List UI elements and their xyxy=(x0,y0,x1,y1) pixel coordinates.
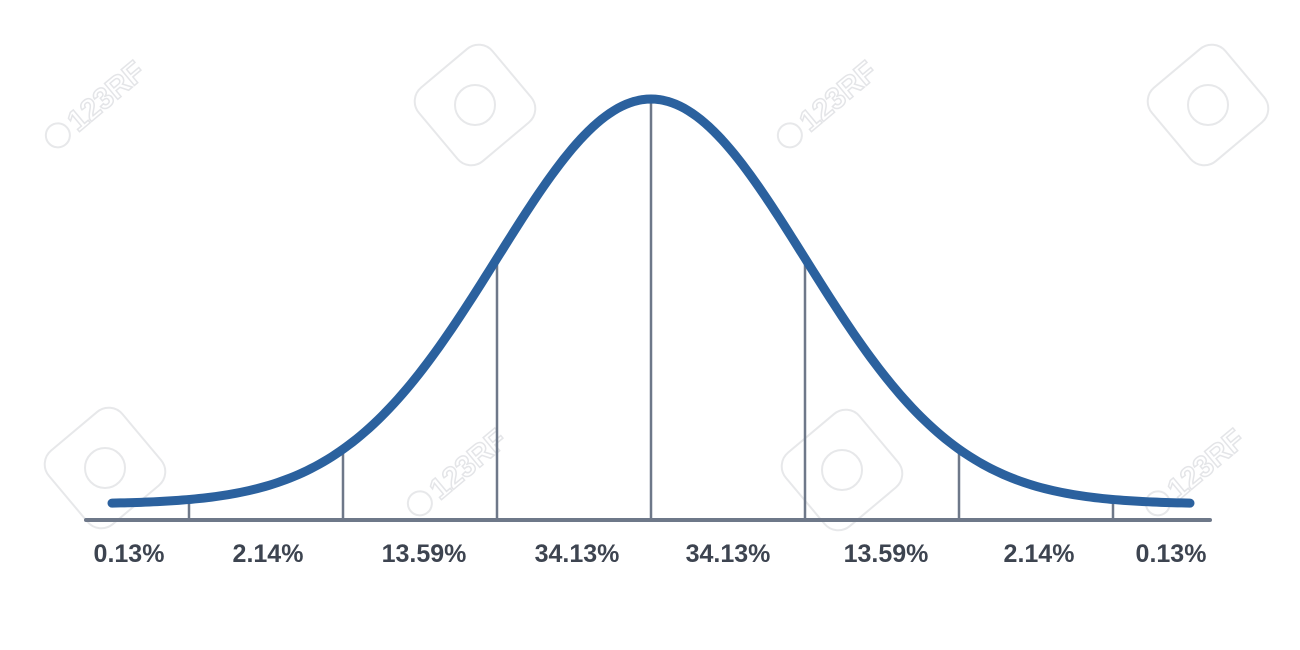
watermark-stamp xyxy=(780,408,904,532)
segment-percentage-label: 13.59% xyxy=(844,540,929,568)
watermark-stamp xyxy=(413,43,537,167)
normal-curve xyxy=(107,94,1195,508)
segment-percentage-label: 34.13% xyxy=(535,540,620,568)
watermark-stamp xyxy=(1146,43,1270,167)
watermark-text: 123RF xyxy=(1161,423,1251,506)
watermark-text: 123RF xyxy=(61,55,151,138)
watermark-layer: 123RF 123RF 123RF 123RF xyxy=(43,43,1270,532)
segment-percentage-label: 0.13% xyxy=(94,540,165,568)
percentage-labels: 0.13% 2.14% 13.59% 34.13% 34.13% 13.59% 2.14% 0… xyxy=(94,540,1207,568)
watermark-stamp: 123RF xyxy=(1144,422,1252,517)
watermark-stamp xyxy=(43,406,167,530)
watermark-text: 123RF xyxy=(423,423,513,506)
segment-percentage-label: 0.13% xyxy=(1136,540,1207,568)
watermark-text: 123RF xyxy=(793,55,883,138)
segment-percentage-label: 2.14% xyxy=(233,540,304,568)
watermark-stamp: 123RF xyxy=(776,54,884,149)
segment-percentage-label: 13.59% xyxy=(382,540,467,568)
divider-lines xyxy=(187,99,1115,520)
segment-percentage-label: 2.14% xyxy=(1004,540,1075,568)
watermark-stamp: 123RF xyxy=(44,54,152,149)
segment-percentage-label: 34.13% xyxy=(686,540,771,568)
